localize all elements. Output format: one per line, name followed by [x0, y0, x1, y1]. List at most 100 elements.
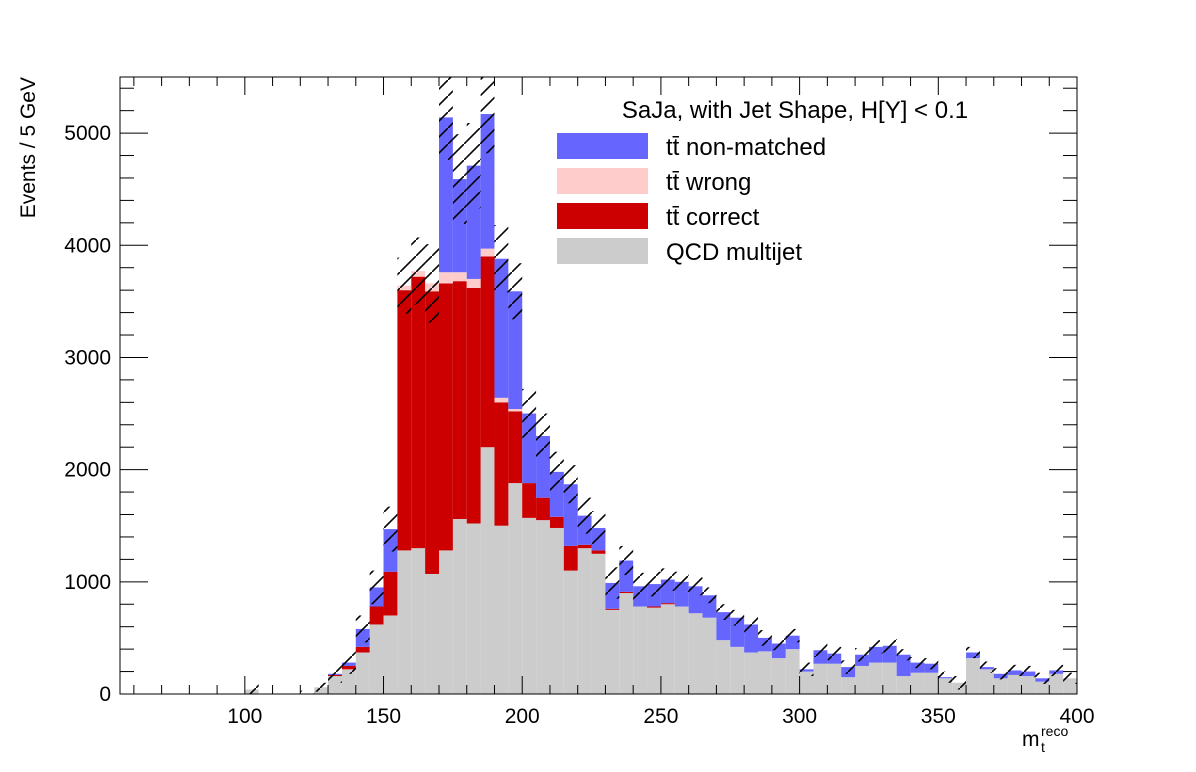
legend-label: QCD multijet — [666, 239, 802, 266]
bar-tt-wrong-180 — [466, 278, 481, 288]
uncertainty-180 — [466, 122, 481, 209]
uncertainty-165 — [425, 244, 439, 323]
uncertainty-385 — [1035, 672, 1050, 684]
uncertainty-215 — [563, 465, 578, 504]
bar-qcd-multijet-185 — [480, 447, 495, 694]
bar-qcd-multijet-210 — [549, 527, 564, 694]
bar-qcd-multijet-330 — [882, 662, 897, 694]
uncertainty-225 — [591, 511, 606, 545]
bar-qcd-multijet-310 — [827, 663, 842, 694]
bar-qcd-multijet-390 — [1049, 673, 1064, 694]
y-tick-label: 4000 — [64, 234, 111, 257]
uncertainty-315 — [841, 660, 856, 674]
bar-qcd-multijet-235 — [619, 593, 634, 694]
bar-qcd-multijet-205 — [536, 520, 550, 694]
uncertainty-190 — [494, 225, 509, 293]
axes: 100 150 200 250 300 350 4000100020003000400050… — [64, 77, 1095, 728]
bar-qcd-multijet-175 — [452, 518, 467, 694]
uncertainty-240 — [633, 572, 648, 600]
uncertainty-330 — [882, 639, 897, 653]
uncertainty-235 — [619, 545, 634, 576]
uncertainty-365 — [979, 661, 994, 673]
legend-label: tt̄ non-matched — [666, 134, 826, 161]
bar-qcd-multijet-225 — [591, 553, 606, 694]
bar-tt-wrong-185 — [480, 248, 495, 257]
uncertainty-335 — [896, 649, 911, 661]
bar-qcd-multijet-160 — [411, 548, 426, 694]
uncertainty-230 — [605, 567, 620, 599]
y-tick-label: 3000 — [64, 346, 111, 369]
bar-qcd-multijet-275 — [730, 646, 745, 694]
bar-qcd-multijet-195 — [508, 483, 523, 694]
bar-qcd-multijet-305 — [813, 663, 828, 694]
x-tick-label: 150 — [366, 705, 401, 728]
uncertainty-390 — [1049, 664, 1064, 677]
bar-qcd-multijet-150 — [383, 615, 398, 694]
bar-qcd-multijet-215 — [563, 570, 578, 694]
bar-qcd-multijet-250 — [660, 604, 675, 694]
bar-qcd-multijet-365 — [979, 669, 994, 694]
bar-tt-non-matched-195 — [508, 291, 523, 410]
uncertainty-260 — [688, 577, 703, 596]
bar-qcd-multijet-270 — [716, 640, 731, 694]
bar-qcd-multijet-140 — [355, 652, 370, 694]
bar-qcd-multijet-325 — [868, 662, 883, 694]
uncertainty-280 — [744, 616, 758, 633]
bar-tt-correct-210 — [549, 516, 564, 528]
x-tick-label: 350 — [921, 705, 956, 728]
bar-tt-wrong-175 — [452, 272, 467, 282]
uncertainty-160 — [411, 237, 426, 305]
bar-tt-correct-160 — [411, 276, 426, 549]
bar-qcd-multijet-340 — [910, 672, 925, 694]
legend-swatch — [557, 133, 648, 159]
bar-tt-correct-140 — [355, 646, 370, 653]
bar-qcd-multijet-220 — [577, 548, 592, 694]
uncertainty-band — [244, 77, 1077, 694]
x-tick-label: 250 — [643, 705, 678, 728]
bar-qcd-multijet-335 — [896, 676, 911, 694]
bar-qcd-multijet-345 — [924, 672, 939, 694]
legend-label: tt̄ correct — [666, 204, 760, 231]
bar-tt-correct-185 — [480, 256, 495, 448]
bar-tt-correct-235 — [619, 591, 634, 594]
legend-label: tt̄ wrong — [666, 169, 751, 196]
uncertainty-250 — [660, 568, 675, 591]
uncertainty-100 — [244, 683, 259, 694]
bar-tt-correct-195 — [508, 411, 523, 484]
bar-tt-wrong-190 — [494, 397, 509, 403]
bar-qcd-multijet-200 — [522, 517, 537, 694]
bar-qcd-multijet-245 — [647, 607, 661, 694]
bar-tt-correct-190 — [494, 402, 509, 526]
y-tick-label: 2000 — [64, 459, 111, 482]
uncertainty-120 — [300, 690, 315, 694]
uncertainty-310 — [827, 646, 842, 661]
uncertainty-270 — [716, 604, 731, 620]
uncertainty-170 — [439, 77, 453, 161]
bar-qcd-multijet-385 — [1035, 681, 1050, 694]
bar-qcd-multijet-165 — [425, 573, 439, 694]
uncertainty-175 — [452, 134, 467, 224]
legend-swatch — [557, 168, 648, 194]
legend: SaJa, with Jet Shape, H[Y] < 0.1 tt̄ non… — [557, 97, 968, 266]
uncertainty-375 — [1007, 664, 1022, 677]
svg-text:m: m — [1022, 728, 1040, 751]
bar-qcd-multijet-135 — [341, 669, 356, 694]
uncertainty-320 — [855, 648, 869, 662]
bar-tt-correct-150 — [383, 571, 398, 616]
uncertainty-265 — [702, 587, 717, 604]
uncertainty-150 — [383, 506, 398, 552]
uncertainty-220 — [577, 497, 592, 534]
uncertainty-140 — [355, 615, 370, 643]
x-tick-label: 100 — [227, 705, 262, 728]
legend-swatch — [557, 238, 648, 264]
bar-qcd-multijet-315 — [841, 677, 856, 694]
x-tick-label: 400 — [1059, 705, 1094, 728]
legend-swatch — [557, 203, 648, 229]
bar-qcd-multijet-180 — [466, 523, 481, 694]
y-axis-title: Events / 5 GeV — [17, 77, 40, 218]
bar-tt-correct-220 — [577, 544, 592, 549]
bar-qcd-multijet-370 — [993, 678, 1008, 694]
bar-tt-correct-245 — [647, 606, 661, 608]
bar-qcd-multijet-240 — [633, 606, 648, 694]
